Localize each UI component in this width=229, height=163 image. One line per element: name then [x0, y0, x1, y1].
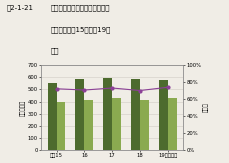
Bar: [131, 79, 140, 150]
Bar: [168, 98, 177, 150]
Y-axis label: 達成率: 達成率: [203, 103, 209, 112]
Text: 度）: 度）: [50, 47, 59, 54]
Text: 成状況（平成15年度～19年: 成状況（平成15年度～19年: [50, 26, 111, 33]
Bar: [159, 80, 168, 150]
Bar: [57, 102, 65, 150]
Bar: [140, 100, 149, 150]
Bar: [103, 78, 112, 150]
Text: 航空機騒音に係る環境基準の達: 航空機騒音に係る環境基準の達: [50, 5, 110, 12]
Y-axis label: 測定地点数: 測定地点数: [21, 99, 26, 116]
Bar: [85, 100, 93, 150]
Bar: [112, 98, 121, 150]
Bar: [48, 83, 57, 150]
Text: 図2-1-21: 図2-1-21: [7, 5, 34, 12]
Bar: [76, 79, 85, 150]
